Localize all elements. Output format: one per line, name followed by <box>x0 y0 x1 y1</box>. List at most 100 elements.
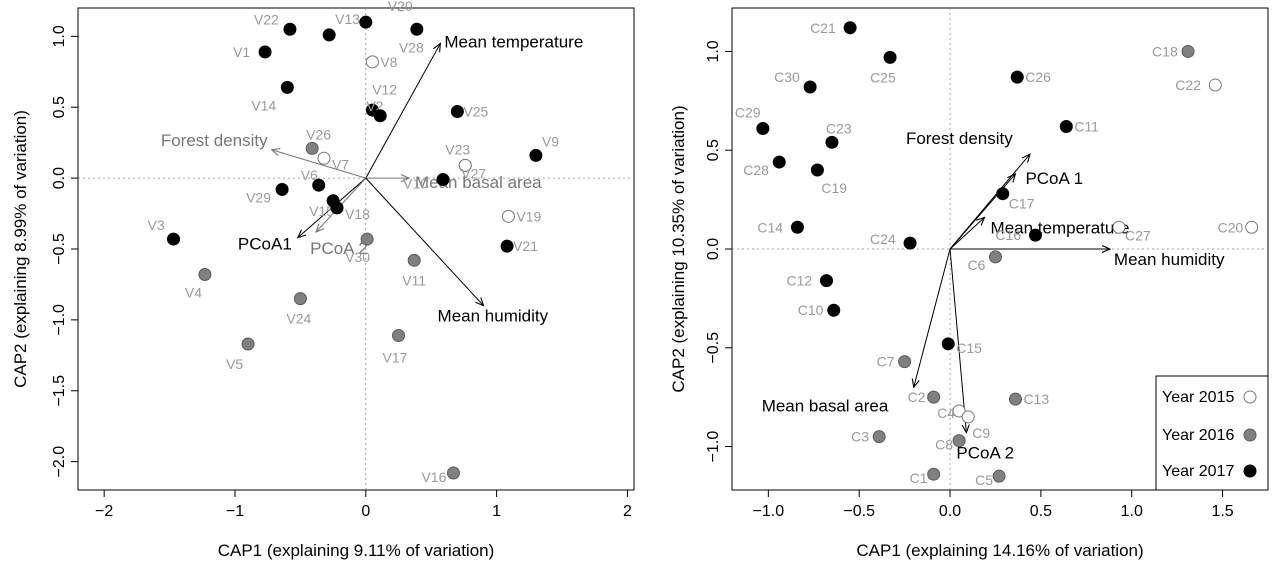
right-point-label: C16 <box>995 227 1021 243</box>
left-point-v14 <box>280 80 294 94</box>
left-y-axis-title: CAP2 (explaining 8.99% of variation) <box>11 110 30 388</box>
right-point-c25 <box>883 50 897 64</box>
left-point-v26 <box>305 141 319 155</box>
right-point-label: C22 <box>1175 77 1201 93</box>
left-point-label: V30 <box>345 249 370 265</box>
left-point-label: V1 <box>233 44 250 60</box>
left-y-tick-label: −2.0 <box>51 446 68 478</box>
left-point-label: V24 <box>286 311 311 327</box>
left-vector-arrow <box>272 150 366 179</box>
right-point-c15 <box>941 337 955 351</box>
right-point-c18 <box>1181 44 1195 58</box>
left-point-label: V25 <box>463 103 488 119</box>
left-point-label: V26 <box>306 126 331 142</box>
right-point-label: C6 <box>967 257 985 273</box>
right-point-label: C9 <box>972 425 990 441</box>
right-point-c14 <box>790 220 804 234</box>
left-point-v28 <box>410 22 424 36</box>
left-point-v10 <box>436 173 450 187</box>
right-point-label: C8 <box>935 437 953 453</box>
right-point-label: C2 <box>908 389 926 405</box>
left-x-tick-label: 2 <box>623 503 632 520</box>
right-point-label: C1 <box>910 470 928 486</box>
right-point-c27 <box>1112 220 1126 234</box>
left-cap-panel: CAP1 (explaining 9.11% of variation) CAP… <box>11 0 635 560</box>
right-point-c19 <box>810 163 824 177</box>
left-point-label: V4 <box>185 285 202 301</box>
right-point-label: C27 <box>1125 227 1151 243</box>
right-point-c8 <box>952 434 966 448</box>
right-point-label: C20 <box>1218 219 1244 235</box>
left-point-v19 <box>501 209 515 223</box>
right-point-c2 <box>927 390 941 404</box>
legend-label-2017: Year 2017 <box>1162 463 1234 480</box>
year-legend: Year 2015 Year 2016 Year 2017 <box>1155 375 1269 491</box>
left-y-tick-label: 1.0 <box>51 25 68 47</box>
legend-marker-2016 <box>1243 428 1257 442</box>
right-point-c23 <box>825 135 839 149</box>
left-point-v12 <box>373 109 387 123</box>
left-vector-label: Forest density <box>161 131 268 150</box>
right-y-axis-title: CAP2 (explaining 10.35% of variation) <box>669 105 688 392</box>
left-point-v27 <box>458 158 472 172</box>
left-vector-label: PCoA1 <box>238 235 292 254</box>
left-vector-label: Mean humidity <box>438 307 549 326</box>
right-point-label: C12 <box>786 273 812 289</box>
left-point-label: V5 <box>226 356 243 372</box>
left-x-tick-label: −2 <box>95 503 113 520</box>
right-point-label: C18 <box>1152 43 1178 59</box>
right-point-c17 <box>996 187 1010 201</box>
legend-marker-2015 <box>1243 390 1257 404</box>
right-point-label: C11 <box>1074 119 1099 135</box>
left-x-tick-label: 0 <box>361 503 370 520</box>
right-x-tick-label: 1.0 <box>1121 503 1143 520</box>
right-x-tick-label: 1.5 <box>1211 503 1233 520</box>
left-point-label: V9 <box>542 133 559 149</box>
left-point-v21 <box>500 239 514 253</box>
left-point-label: V20 <box>388 0 413 14</box>
right-point-label: C19 <box>821 180 847 196</box>
right-vector-label: Mean temperature <box>991 218 1130 237</box>
right-vector-arrow <box>949 174 1015 250</box>
right-vector-label: PCoA 1 <box>1025 169 1083 188</box>
right-point-c29 <box>756 122 770 135</box>
left-point-v17 <box>392 328 406 342</box>
right-point-label: C15 <box>956 340 982 356</box>
right-point-c10 <box>827 303 841 317</box>
right-point-c5 <box>992 469 1006 483</box>
right-point-label: C23 <box>826 120 852 136</box>
right-x-tick-label: −0.5 <box>843 503 875 520</box>
right-point-c16 <box>1028 228 1042 242</box>
right-point-c4 <box>952 404 966 418</box>
left-point-v20 <box>359 15 373 29</box>
left-point-label: V21 <box>513 238 538 254</box>
left-point-label: V10 <box>403 176 428 192</box>
right-point-label: C25 <box>870 69 896 85</box>
left-point-label: V16 <box>421 469 446 485</box>
right-y-tick-label: 0.0 <box>705 238 722 260</box>
right-point-label: C5 <box>975 472 993 488</box>
right-x-tick-label: 0.0 <box>939 503 961 520</box>
right-vector-label: Mean humidity <box>1114 250 1225 269</box>
right-point-label: C28 <box>743 162 769 178</box>
left-point-v7 <box>317 151 331 165</box>
left-point-label: V11 <box>402 272 426 288</box>
right-vector-arrow <box>914 248 951 387</box>
left-point-label: V14 <box>251 97 276 113</box>
left-point-label: V22 <box>254 11 279 27</box>
right-point-label: C17 <box>1009 196 1035 212</box>
left-point-v16 <box>446 466 460 480</box>
left-point-v13 <box>322 28 336 42</box>
right-point-label: C24 <box>870 231 896 247</box>
left-point-v9 <box>529 148 543 162</box>
right-point-c9 <box>961 410 975 424</box>
left-y-tick-label: −1.5 <box>51 375 68 407</box>
left-point-v5 <box>241 337 255 351</box>
right-point-c3 <box>872 430 886 444</box>
left-point-label: V8 <box>380 54 397 70</box>
right-x-tick-label: 0.5 <box>1030 503 1052 520</box>
right-y-tick-label: 1.0 <box>705 40 722 62</box>
right-point-label: C4 <box>937 405 955 421</box>
left-point-v6 <box>312 178 326 192</box>
left-vector-label: PCoA 2 <box>310 239 368 258</box>
